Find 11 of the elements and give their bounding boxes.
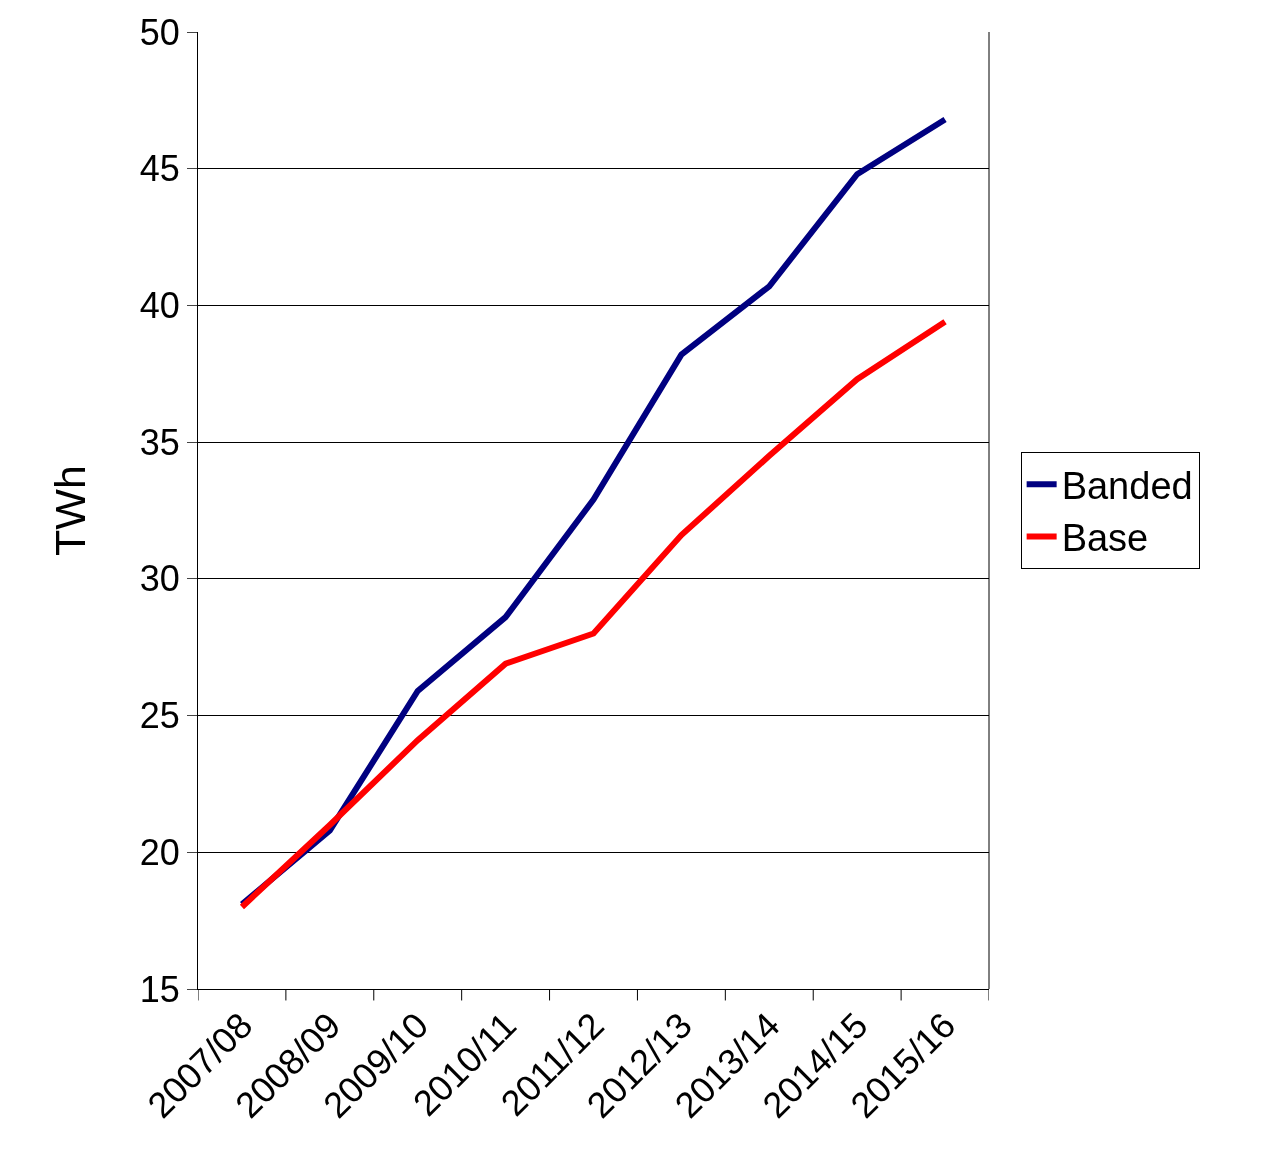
y-tick-label: 35 <box>139 421 180 463</box>
y-tick-label: 45 <box>139 148 180 190</box>
y-tick-label: 15 <box>139 968 180 1010</box>
y-axis-title: TWh <box>46 465 95 556</box>
y-tick-label: 30 <box>139 558 180 600</box>
legend-label: Base <box>1061 517 1149 560</box>
y-tick-label: 25 <box>139 695 180 737</box>
y-tick-label: 20 <box>139 831 180 873</box>
legend-label: Banded <box>1061 465 1193 508</box>
y-tick-label: 40 <box>139 285 180 327</box>
y-tick-label: 50 <box>139 11 180 53</box>
